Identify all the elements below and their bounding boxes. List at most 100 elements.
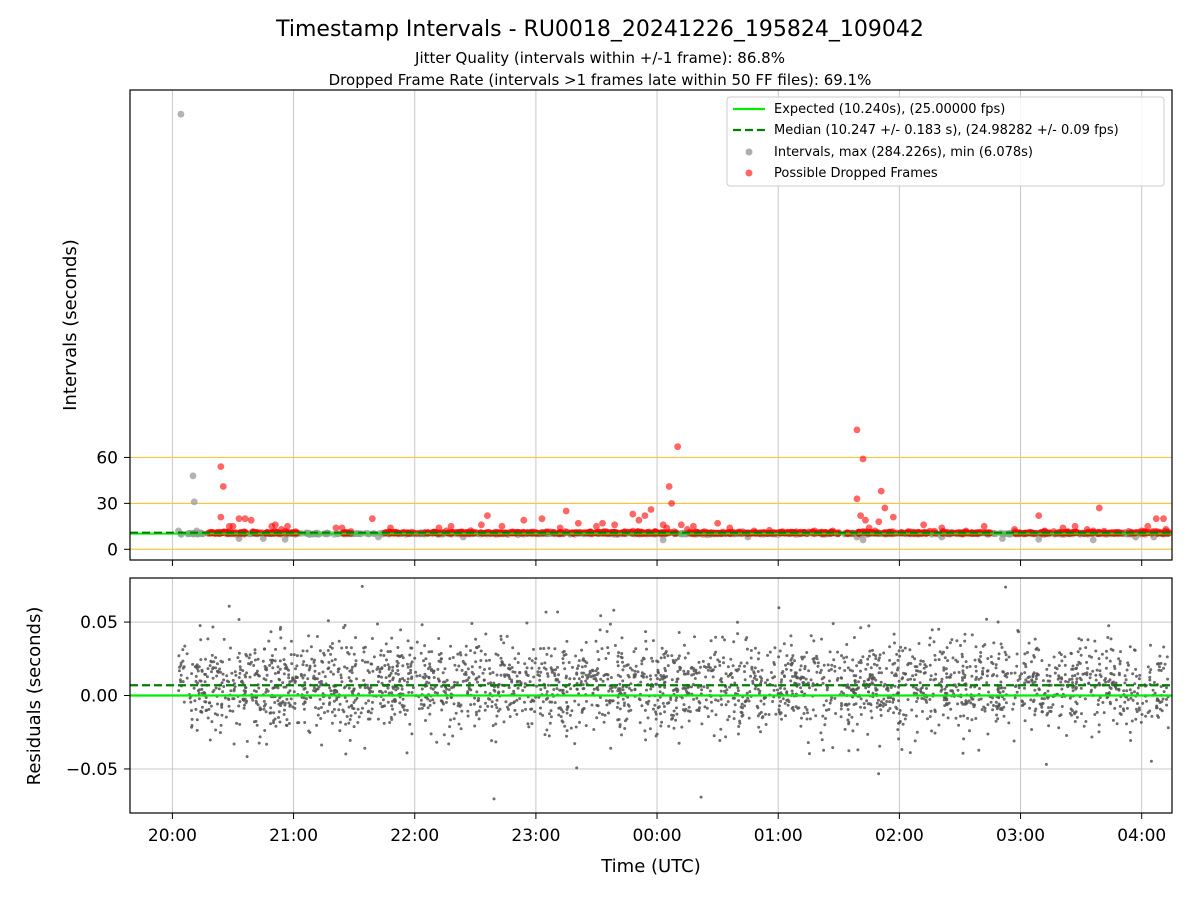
residual-point [1148, 670, 1152, 674]
dropped-frame-point [498, 522, 506, 530]
residual-point [308, 666, 312, 670]
residual-point [704, 675, 708, 679]
residual-point [429, 732, 433, 736]
residual-point [764, 712, 767, 716]
residual-point [1063, 655, 1067, 659]
residual-point [402, 679, 406, 682]
residual-point [1106, 636, 1110, 639]
interval-point [374, 533, 382, 541]
residual-point [1161, 697, 1165, 701]
residual-point [828, 701, 832, 705]
residual-point [282, 658, 286, 662]
residual-point [1017, 630, 1020, 634]
residual-point [245, 699, 249, 703]
residual-point [491, 724, 495, 728]
residual-point [489, 681, 493, 685]
residual-point [549, 715, 553, 719]
residual-point [915, 730, 919, 734]
residual-point [449, 718, 452, 722]
residual-point [800, 716, 803, 720]
residual-point [210, 720, 214, 724]
residual-point [515, 712, 519, 716]
residual-point [352, 687, 356, 691]
residual-point [571, 665, 574, 669]
residual-point [663, 666, 667, 670]
residual-point [432, 676, 436, 679]
interval-point [1035, 535, 1043, 543]
residual-point [277, 710, 281, 714]
residual-point [733, 681, 737, 685]
residual-point [1115, 722, 1119, 726]
residual-point [683, 656, 687, 660]
residual-point [495, 706, 499, 710]
residual-point [693, 677, 697, 680]
residual-point [443, 667, 447, 671]
residual-point [1081, 672, 1085, 676]
top-plot-frame [129, 89, 1173, 561]
residual-point [1078, 662, 1082, 665]
residual-point [510, 680, 514, 684]
residual-point [1126, 661, 1130, 665]
residual-point [719, 677, 723, 681]
residual-point [1000, 686, 1004, 690]
residual-point [710, 709, 714, 713]
residual-point [1070, 677, 1074, 681]
residual-point [459, 653, 463, 657]
residual-point [616, 673, 620, 677]
residual-point [495, 698, 499, 702]
dropped-frame-point [629, 510, 637, 518]
residual-point [920, 696, 924, 700]
residual-point [1020, 672, 1023, 676]
residual-point [502, 641, 506, 645]
residual-point [479, 649, 483, 653]
residual-point [630, 688, 633, 692]
residual-point [561, 710, 565, 714]
residual-point [879, 703, 882, 707]
residual-point [999, 707, 1002, 711]
residual-point [541, 700, 545, 704]
residual-point [546, 674, 550, 678]
residual-point [306, 677, 310, 681]
residual-point [513, 657, 517, 661]
residual-point [638, 698, 642, 702]
residual-point [345, 699, 349, 703]
residual-point [439, 660, 443, 664]
residual-point [340, 646, 344, 650]
dropped-frame-point [853, 495, 861, 503]
residual-point [605, 630, 609, 633]
residual-point [726, 718, 730, 722]
residual-point [194, 674, 198, 678]
residual-point [1125, 668, 1129, 672]
residual-point [997, 703, 1001, 707]
residual-point [690, 665, 694, 669]
residual-point [1087, 682, 1091, 686]
residual-point [504, 700, 508, 704]
residual-point [1085, 660, 1089, 664]
residual-point [338, 729, 342, 733]
residual-point [605, 703, 609, 707]
dropped-frame-point [1160, 515, 1167, 523]
residual-point [229, 689, 233, 693]
residual-point [803, 705, 807, 709]
residual-point [396, 669, 400, 672]
residual-point [198, 624, 202, 628]
residual-point [505, 705, 509, 709]
residual-point [528, 680, 532, 684]
residual-point [853, 681, 857, 685]
residual-point [361, 706, 364, 710]
residual-point [778, 649, 782, 653]
residual-point [390, 691, 394, 695]
residual-point [408, 722, 412, 726]
residual-point [996, 688, 1000, 692]
residual-point [368, 717, 372, 721]
residual-point [674, 658, 678, 662]
residual-point [848, 668, 852, 672]
residual-point [1028, 706, 1032, 710]
residual-point [669, 698, 673, 701]
residual-point [457, 664, 461, 668]
residual-point [875, 663, 879, 667]
residual-point [745, 636, 749, 640]
residual-point [241, 681, 245, 685]
residual-point [956, 702, 960, 706]
residual-point [1098, 673, 1102, 677]
